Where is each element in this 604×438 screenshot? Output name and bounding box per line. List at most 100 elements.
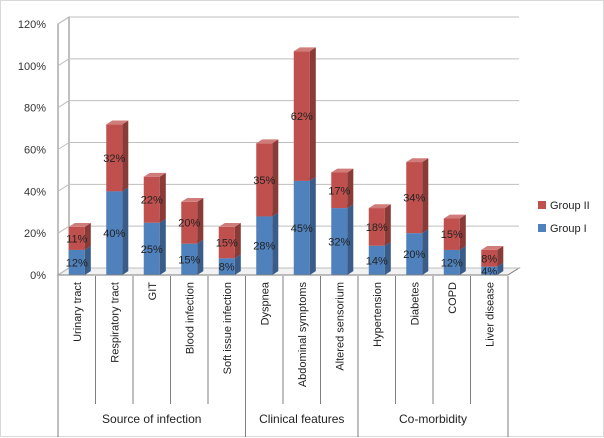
- bar-segment-group-i-side: [159, 218, 166, 275]
- bar-segment-group-ii-side: [84, 223, 91, 250]
- bar-segment-group-ii-side: [422, 158, 429, 234]
- data-label-group-i: 32%: [328, 237, 350, 249]
- bar-segment-group-ii: [218, 226, 235, 259]
- data-label-group-ii: 62%: [291, 111, 313, 123]
- bar-segment-group-ii-top: [406, 158, 429, 163]
- data-label-group-ii: 15%: [441, 229, 463, 241]
- gridline: [57, 58, 519, 67]
- gridline: [57, 142, 519, 150]
- category-group-label: Source of infection: [102, 412, 201, 426]
- data-label-group-ii: 32%: [103, 153, 125, 165]
- bar-segment-group-ii-side: [272, 139, 279, 217]
- bar-segment-group-ii-top: [143, 172, 166, 177]
- bar-segment-group-ii-top: [293, 47, 316, 52]
- bar-segment-group-ii: [143, 176, 160, 223]
- bar-segment-group-i: [68, 249, 85, 275]
- legend-label-group-ii: Group II: [550, 200, 590, 212]
- bar-segment-group-ii-side: [122, 120, 129, 192]
- bar-segment-group-ii-top: [331, 168, 354, 173]
- y-tick-label: 40%: [24, 186, 46, 198]
- bar-segment-group-ii: [106, 124, 123, 192]
- bar-segment-group-i: [481, 266, 498, 275]
- category-label: Urinary tract: [72, 282, 84, 342]
- bar-segment-group-i-side: [497, 262, 504, 275]
- data-label-group-ii: 11%: [66, 233, 87, 245]
- data-label-group-i: 12%: [441, 257, 463, 269]
- bar-segment-group-ii: [368, 208, 385, 246]
- bar-segment-group-i-side: [422, 229, 429, 275]
- bar-segment-group-ii-top: [443, 214, 466, 219]
- data-label-group-ii: 15%: [216, 238, 238, 250]
- y-tick-label: 20%: [24, 228, 46, 240]
- bar-segment-group-i: [106, 191, 123, 275]
- bar-segment-group-i: [406, 233, 423, 275]
- bar-segment-group-ii: [256, 143, 273, 217]
- bar-segment-group-ii-side: [309, 47, 316, 181]
- bar-segment-group-i: [218, 258, 235, 275]
- bar-segment-group-ii: [443, 218, 460, 250]
- bar-segment-group-ii-side: [234, 223, 241, 259]
- category-label: Abdominal symptoms: [297, 282, 309, 388]
- bar-segment-group-ii-side: [347, 168, 354, 209]
- category-label: Altered sensorium: [334, 282, 346, 371]
- bar-segment-group-i: [256, 216, 273, 275]
- bar-segment-group-ii-top: [181, 197, 204, 202]
- data-label-group-i: 14%: [366, 255, 388, 267]
- bar-segment-group-ii: [406, 162, 423, 234]
- category-label: Respiratory tract: [109, 282, 121, 363]
- bar-segment-group-ii-side: [197, 197, 204, 244]
- data-label-group-i: 8%: [219, 262, 235, 274]
- bar-segment-group-i-side: [459, 246, 466, 275]
- bar-segment-group-i-side: [234, 254, 241, 275]
- bar-segment-group-ii-top: [256, 139, 279, 144]
- y-tick-label: 120%: [18, 19, 46, 31]
- y-tick-label: 80%: [24, 103, 46, 115]
- category-label: Blood infection: [184, 282, 196, 354]
- bar-segment-group-i-side: [122, 187, 129, 275]
- category-group-label: Clinical features: [259, 412, 344, 426]
- bar-segment-group-ii: [68, 226, 85, 250]
- data-label-group-i: 20%: [403, 249, 425, 261]
- legend-swatch-group-i: [538, 224, 546, 232]
- bar-segment-group-ii-top: [106, 120, 129, 125]
- y-tick-label: 60%: [24, 145, 46, 157]
- bar-segment-group-ii-side: [497, 246, 504, 267]
- y-tick-label: 0%: [30, 270, 46, 282]
- category-label: Diabetes: [409, 282, 421, 326]
- data-label-group-i: 4%: [481, 266, 497, 278]
- bar-segment-group-ii: [293, 51, 310, 181]
- bar-segment-group-i: [293, 180, 310, 275]
- category-label: Soft issue infection: [222, 282, 234, 374]
- category-label: GIT: [147, 282, 159, 301]
- gridline: [57, 100, 519, 109]
- bar-segment-group-i-side: [347, 204, 354, 275]
- data-label-group-i: 12%: [66, 257, 88, 269]
- bar-segment-group-ii: [481, 249, 498, 267]
- data-label-group-i: 15%: [178, 254, 200, 266]
- bar-segment-group-i-side: [197, 239, 204, 275]
- data-label-group-ii: 8%: [481, 253, 497, 265]
- category-label: Hypertension: [372, 282, 384, 347]
- legend-swatch-group-ii: [538, 201, 546, 209]
- bar-segment-group-i: [181, 243, 198, 275]
- bar-segment-group-ii-top: [481, 246, 504, 250]
- bar-segment-group-ii: [331, 172, 348, 209]
- bar-segment-group-ii-top: [218, 223, 241, 227]
- data-label-group-ii: 20%: [178, 218, 200, 230]
- category-label: Liver disease: [484, 282, 496, 347]
- bar-segment-group-ii-side: [159, 172, 166, 223]
- gridline: [57, 16, 519, 25]
- bar-segment-group-i-side: [272, 212, 279, 275]
- data-label-group-i: 25%: [141, 244, 163, 256]
- y-tick-label: 100%: [18, 61, 46, 73]
- bar-segment-group-ii-top: [68, 223, 91, 227]
- data-label-group-ii: 18%: [366, 222, 388, 234]
- bar-segment-group-i: [368, 245, 385, 275]
- data-label-group-i: 45%: [291, 223, 313, 235]
- bar-segment-group-i: [443, 249, 460, 275]
- data-label-group-ii: 34%: [403, 193, 425, 205]
- bar-segment-group-i: [331, 208, 348, 275]
- bar-segment-group-ii-side: [384, 204, 391, 246]
